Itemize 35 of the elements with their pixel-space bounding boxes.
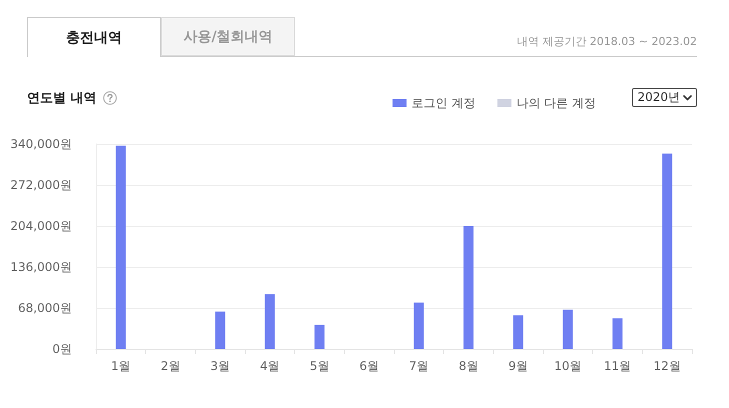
- x-tick-label: 3월: [210, 359, 230, 373]
- bar: [464, 226, 474, 349]
- bar: [612, 318, 622, 349]
- y-tick-label: 68,000원: [18, 301, 72, 315]
- bar: [662, 154, 672, 349]
- x-tick-label: 12월: [654, 359, 681, 373]
- x-tick-label: 9월: [508, 359, 528, 373]
- x-tick-label: 11월: [604, 359, 632, 373]
- y-tick-label: 340,000원: [10, 137, 72, 151]
- bar: [116, 146, 126, 349]
- x-tick-label: 5월: [310, 359, 330, 373]
- y-tick-label: 136,000원: [10, 260, 72, 274]
- bar: [562, 310, 573, 349]
- x-tick-label: 7월: [409, 359, 429, 373]
- tab: 사용/철회내역: [161, 17, 295, 56]
- y-tick-label: 272,000원: [10, 178, 72, 192]
- bar: [513, 315, 524, 349]
- legend-label: 로그인 계정: [412, 96, 476, 110]
- x-tick-label: 6월: [359, 359, 379, 373]
- x-tick-label: 1월: [111, 359, 131, 373]
- x-tick-label: 4월: [260, 359, 280, 373]
- x-tick-label: 10월: [554, 359, 582, 373]
- y-tick-label: 0원: [52, 342, 72, 356]
- chart-title: 연도별 내역: [27, 90, 97, 107]
- dropdown: 2020년: [632, 88, 697, 107]
- y-tick-label: 204,000원: [10, 219, 72, 233]
- bar: [264, 294, 275, 349]
- x-tick-label: 2월: [160, 359, 180, 373]
- x-tick-label: 8월: [458, 359, 478, 373]
- bar: [215, 312, 226, 349]
- legend-label: 나의 다른 계정: [516, 96, 596, 110]
- bar: [314, 324, 324, 349]
- text: 내역 제공기간 2018.03 ~ 2023.02: [516, 34, 697, 49]
- tab: 충전내역: [27, 17, 161, 57]
- bar: [414, 302, 424, 349]
